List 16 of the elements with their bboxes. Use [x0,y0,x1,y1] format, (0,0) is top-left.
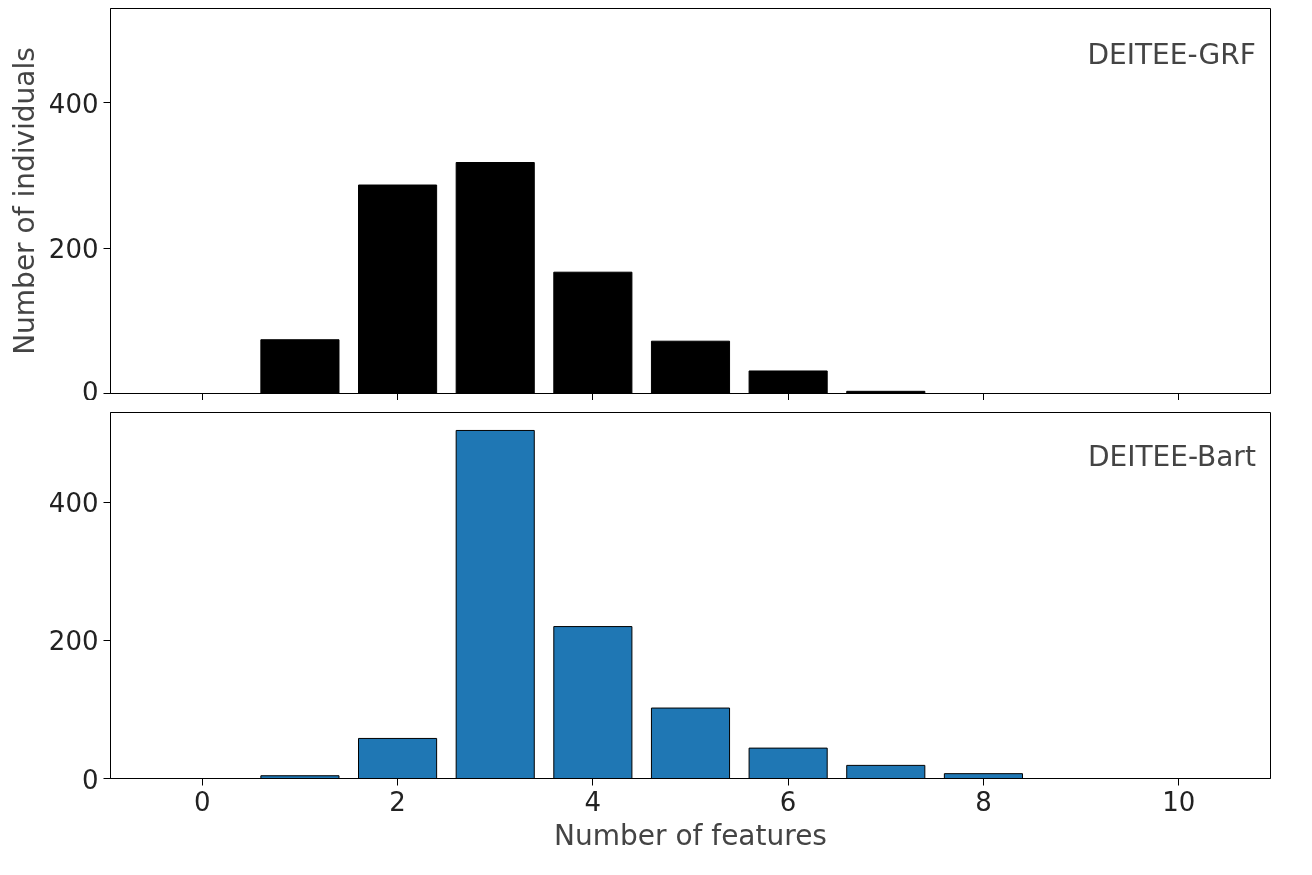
x-tick-label: 0 [194,786,211,817]
x-tick-label: 10 [1162,786,1196,817]
y-tick-label: 400 [48,88,99,119]
annotation: DEITEE-GRF [1087,38,1256,72]
x-axis-title: Number of features [554,818,827,852]
annotation: DEITEE-Bart [1087,439,1256,473]
y-tick-label: 400 [48,488,99,519]
y-axis-title: Number of individuals [7,47,41,355]
y-tick-label: 0 [81,376,99,407]
x-tick-label: 4 [584,786,602,817]
x-tick-label: 6 [779,786,797,817]
y-tick-label: 0 [81,764,99,795]
x-tick-label: 2 [389,786,406,817]
x-tick-label: 8 [975,786,992,817]
y-tick-label: 200 [48,626,99,657]
y-tick-label: 200 [48,234,99,265]
